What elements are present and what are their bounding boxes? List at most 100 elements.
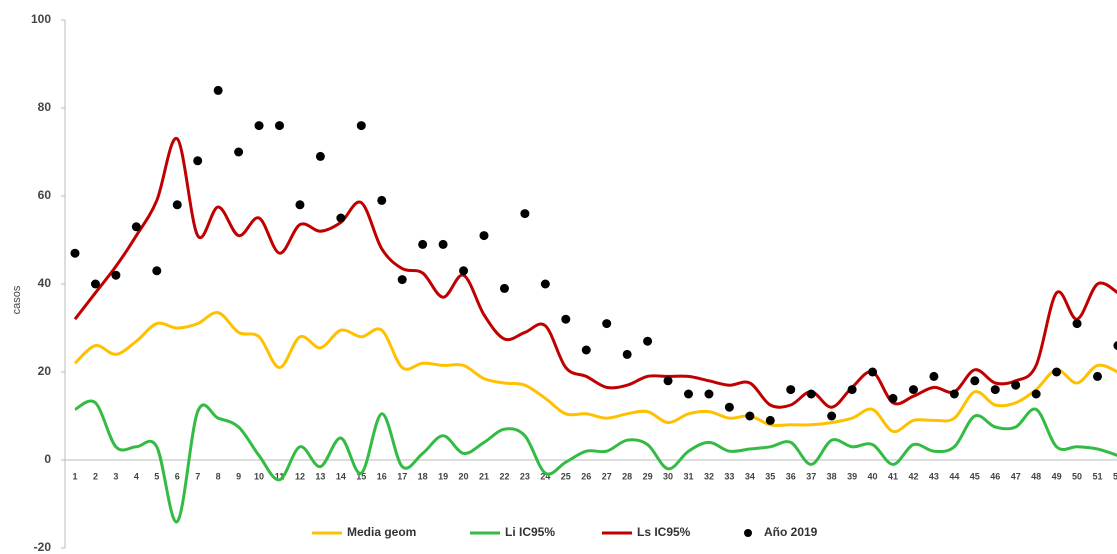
data-point [888, 393, 898, 403]
x-tick-label: 34 [745, 471, 755, 481]
x-tick-label: 26 [581, 471, 591, 481]
data-point [295, 200, 305, 210]
data-point [275, 121, 284, 131]
x-tick-label: 4 [134, 471, 139, 481]
x-tick-label: 49 [1052, 471, 1062, 481]
x-tick-label: 1 [72, 471, 77, 481]
x-tick-label: 36 [786, 471, 796, 481]
series-line [73, 311, 1117, 434]
x-tick-label: 19 [438, 471, 448, 481]
x-tick-label: 50 [1072, 471, 1082, 481]
data-point [479, 231, 489, 241]
x-tick-label: 35 [765, 471, 775, 481]
x-tick-label: 30 [663, 471, 673, 481]
x-tick-label: 33 [724, 471, 734, 481]
x-tick-label: 16 [377, 471, 387, 481]
data-point [663, 376, 673, 386]
x-tick-label: 18 [418, 471, 428, 481]
x-tick-label: 31 [683, 471, 693, 481]
x-tick-label: 47 [1011, 471, 1021, 481]
data-point [254, 121, 264, 131]
x-tick-label: 24 [540, 471, 550, 481]
data-point [581, 345, 591, 355]
data-point [172, 200, 182, 210]
data-point [459, 266, 469, 276]
x-tick-label: 48 [1031, 471, 1041, 481]
x-tick-label: 2 [93, 471, 98, 481]
x-tick-label: 39 [847, 471, 857, 481]
x-tick-label: 52 [1113, 471, 1117, 481]
series-line [74, 399, 1117, 524]
x-tick-label: 20 [459, 471, 469, 481]
x-tick-label: 43 [929, 471, 939, 481]
data-point [622, 349, 632, 359]
data-point [540, 279, 550, 289]
y-axis-label: casos [11, 285, 23, 314]
y-tick-label: -20 [34, 540, 52, 554]
data-point [1093, 371, 1102, 381]
x-tick-label: 29 [643, 471, 653, 481]
data-point [908, 385, 918, 395]
x-tick-label: 40 [868, 471, 878, 481]
y-tick-label: 80 [38, 100, 52, 114]
data-point [765, 415, 775, 425]
x-tick-label: 23 [520, 471, 530, 481]
data-point [970, 376, 980, 386]
data-point [520, 209, 530, 219]
data-point [745, 411, 755, 421]
data-point [1031, 389, 1041, 399]
x-tick-label: 28 [622, 471, 632, 481]
x-tick-label: 27 [602, 471, 612, 481]
data-point [193, 156, 203, 166]
data-point [131, 222, 141, 232]
data-point [684, 389, 693, 399]
x-tick-label: 10 [254, 471, 264, 481]
x-tick-label: 17 [397, 471, 407, 481]
data-point [111, 270, 121, 280]
x-tick-label: 15 [356, 471, 366, 481]
x-tick-label: 42 [908, 471, 918, 481]
data-point [438, 239, 448, 249]
data-point [1052, 367, 1062, 377]
legend-label: Año 2019 [764, 525, 818, 539]
data-point [827, 411, 837, 421]
data-point [1011, 380, 1021, 390]
data-point [213, 85, 223, 95]
x-tick-label: 14 [336, 471, 346, 481]
data-point [602, 319, 612, 329]
y-tick-label: 60 [38, 188, 52, 202]
x-tick-label: 25 [561, 471, 571, 481]
x-tick-label: 9 [236, 471, 241, 481]
data-point [397, 275, 407, 285]
x-tick-label: 37 [806, 471, 816, 481]
data-point [336, 213, 346, 223]
x-tick-label: 21 [479, 471, 489, 481]
data-point [377, 195, 387, 205]
legend-label: Ls IC95% [637, 525, 691, 539]
x-tick-label: 7 [195, 471, 200, 481]
data-point [704, 389, 714, 399]
data-point [949, 389, 959, 399]
data-point [929, 371, 939, 381]
data-point [643, 336, 653, 346]
data-point [847, 385, 857, 395]
data-point [1113, 341, 1117, 350]
data-point [561, 314, 571, 324]
data-point [356, 121, 366, 131]
data-point [234, 147, 244, 157]
data-point [418, 239, 428, 249]
x-tick-label: 32 [704, 471, 714, 481]
x-tick-label: 5 [154, 471, 159, 481]
data-point [724, 402, 734, 412]
x-tick-label: 11 [275, 471, 285, 481]
data-point [70, 248, 80, 258]
y-tick-label: 40 [38, 276, 52, 290]
data-point [315, 151, 325, 161]
y-tick-label: 20 [38, 364, 52, 378]
data-point [90, 279, 100, 289]
legend-label: Li IC95% [505, 525, 555, 539]
x-tick-label: 45 [970, 471, 980, 481]
series-line [73, 137, 1117, 409]
y-tick-label: 100 [31, 12, 51, 26]
